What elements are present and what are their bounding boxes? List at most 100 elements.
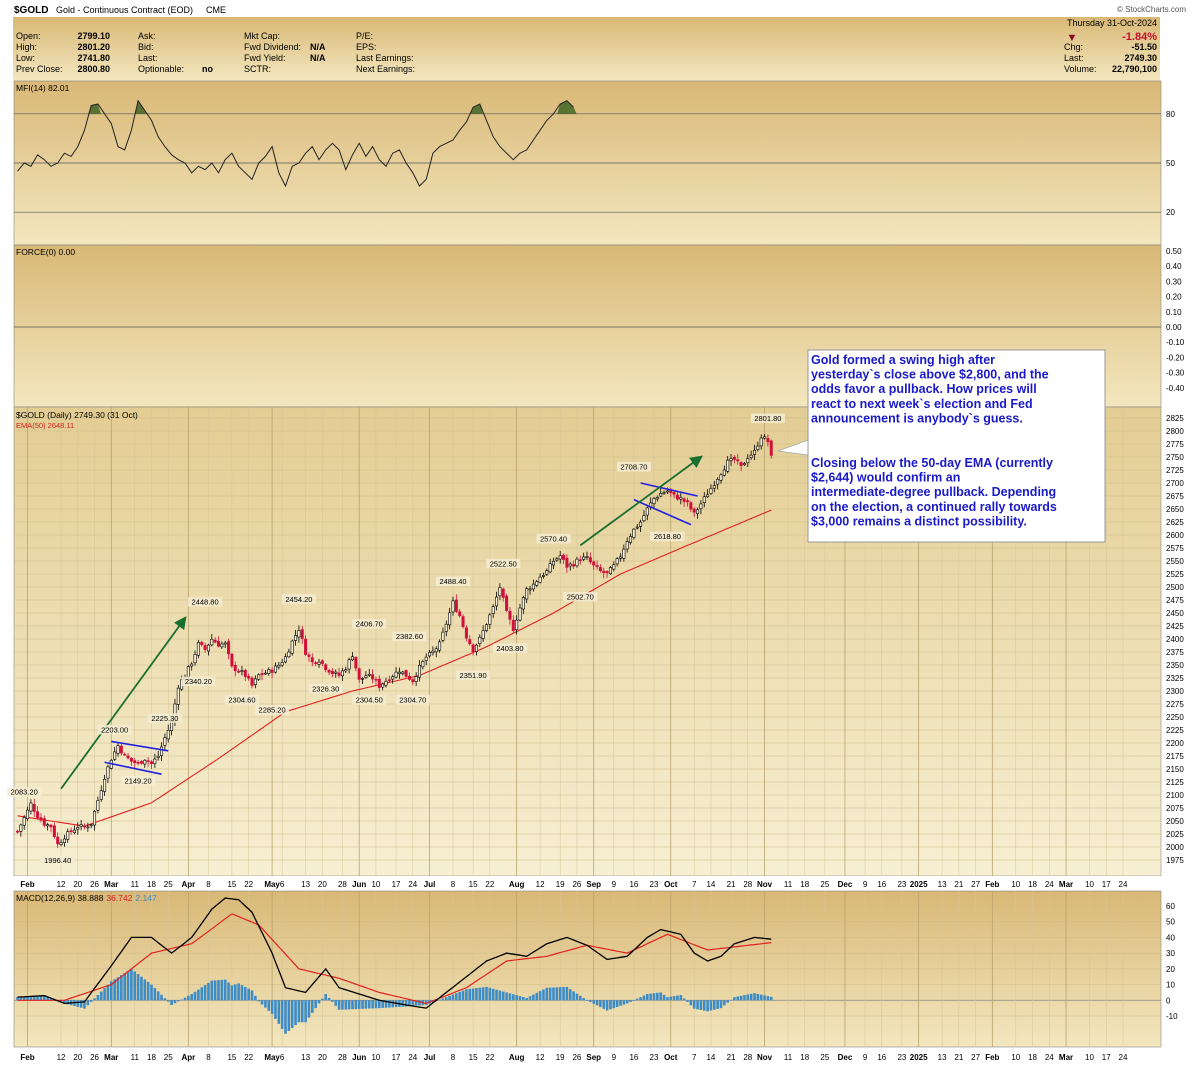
stat-value: 2741.80 — [77, 53, 110, 63]
candle-body — [243, 670, 247, 677]
candle-body — [495, 596, 499, 607]
x-tick-label: Jun — [352, 1053, 366, 1062]
candle-body — [324, 664, 328, 671]
candle-body — [126, 755, 130, 759]
macd-histogram-bar — [36, 995, 39, 1001]
macd-histogram-bar — [334, 1000, 338, 1006]
annotation-line: react to next week`s election and Fed — [811, 397, 1033, 411]
candle-body — [434, 648, 438, 653]
price-label: 2570.40 — [540, 534, 567, 543]
macd-histogram-bar — [478, 987, 482, 1001]
macd-histogram-bar — [274, 1000, 277, 1019]
macd-histogram-bar — [629, 1000, 632, 1002]
exchange: CME — [206, 5, 226, 15]
macd-histogram-bar — [522, 997, 525, 1001]
x-tick-label: Dec — [838, 1053, 853, 1062]
price-tick-label: 2500 — [1166, 583, 1184, 592]
candle-body — [401, 671, 405, 674]
candle-body — [538, 576, 542, 583]
x-tick-label: Mar — [1059, 1053, 1073, 1062]
x-tick-label: 15 — [469, 1053, 478, 1062]
macd-histogram-bar — [113, 979, 116, 1001]
x-tick-label: 18 — [800, 880, 809, 889]
macd-histogram-bar — [233, 984, 237, 1001]
price-tick-label: 2750 — [1166, 453, 1184, 462]
macd-histogram-bar — [411, 1000, 415, 1007]
macd-histogram-bar — [753, 993, 756, 1001]
annotation-line: Closing below the 50-day EMA (currently — [811, 456, 1053, 470]
candle-body — [642, 515, 646, 521]
x-tick-label: 28 — [743, 1053, 752, 1062]
candle-body — [541, 575, 545, 577]
macd-histogram-bar — [682, 998, 686, 1001]
x-tick-label: 11 — [131, 1053, 140, 1062]
price-label-bg — [435, 576, 471, 587]
x-tick-label: 23 — [650, 880, 659, 889]
candle-body — [381, 683, 385, 688]
macd-histogram-bar — [662, 994, 666, 1001]
macd-histogram-bar — [130, 968, 133, 1001]
macd-histogram-bar — [595, 1000, 599, 1006]
stat-value: no — [202, 64, 213, 74]
candle-body — [716, 479, 720, 485]
x-tick-label: 18 — [1028, 1053, 1037, 1062]
candle-body — [726, 459, 730, 472]
macd-histogram-bar — [441, 998, 445, 1001]
price-tick-label: 2150 — [1166, 765, 1184, 774]
force-tick-label: -0.20 — [1166, 353, 1185, 362]
candle-body — [769, 440, 773, 456]
candle-body — [572, 564, 576, 567]
macd-histogram-bar — [317, 1000, 321, 1004]
x-tick-label: 20 — [318, 880, 327, 889]
candle-body — [414, 676, 418, 682]
x-tick-label: 21 — [727, 1053, 736, 1062]
x-tick-label: Mar — [1059, 880, 1073, 889]
stat-value: 2801.20 — [77, 42, 110, 52]
macd-histogram-bar — [357, 1000, 361, 1009]
candle-body — [253, 678, 257, 686]
macd-histogram-bar — [448, 995, 451, 1001]
x-tick-label: 10 — [1085, 1053, 1094, 1062]
x-tick-label: 24 — [408, 880, 417, 889]
macd-histogram-bar — [451, 994, 455, 1001]
stat-label: Last: — [1064, 53, 1084, 63]
quote-date: Thursday 31-Oct-2024 — [1067, 18, 1157, 28]
price-tick-label: 2025 — [1166, 830, 1184, 839]
x-tick-label: 2025 — [910, 880, 928, 889]
macd-histogram-bar — [642, 995, 646, 1001]
macd-histogram-bar — [76, 1000, 80, 1007]
candle-body — [103, 778, 107, 792]
macd-histogram-bar — [686, 1000, 689, 1002]
candle-body — [297, 630, 301, 638]
candle-body — [474, 644, 478, 652]
macd-tick-label: 30 — [1166, 949, 1175, 958]
candle-body — [515, 619, 519, 630]
macd-tick-label: -10 — [1166, 1012, 1178, 1021]
x-tick-label: 13 — [301, 1053, 310, 1062]
x-tick-label: 11 — [784, 880, 793, 889]
candle-body — [404, 670, 408, 677]
candle-body — [334, 671, 338, 674]
candle-body — [528, 588, 532, 591]
candle-body — [19, 824, 23, 832]
x-tick-label: 8 — [451, 1053, 456, 1062]
candle-body — [518, 607, 522, 621]
candle-body — [307, 654, 311, 657]
macd-histogram-bar — [401, 1000, 405, 1007]
macd-histogram-bar — [146, 981, 150, 1001]
candle-body — [52, 825, 56, 837]
price-tick-label: 2550 — [1166, 557, 1184, 566]
price-label: 2448.80 — [192, 598, 219, 607]
macd-histogram-bar — [324, 994, 327, 1001]
candle-body — [736, 459, 740, 462]
macd-histogram-bar — [93, 998, 96, 1001]
price-tick-label: 2325 — [1166, 674, 1184, 683]
candle-body — [568, 563, 572, 567]
force-tick-label: 0.00 — [1166, 323, 1182, 332]
stat-label: Volume: — [1064, 64, 1097, 74]
stat-value: 2799.10 — [77, 31, 110, 41]
price-tick-label: 2375 — [1166, 648, 1184, 657]
candle-body — [133, 760, 137, 764]
macd-histogram-bar — [337, 1000, 341, 1010]
candle-body — [69, 830, 73, 833]
